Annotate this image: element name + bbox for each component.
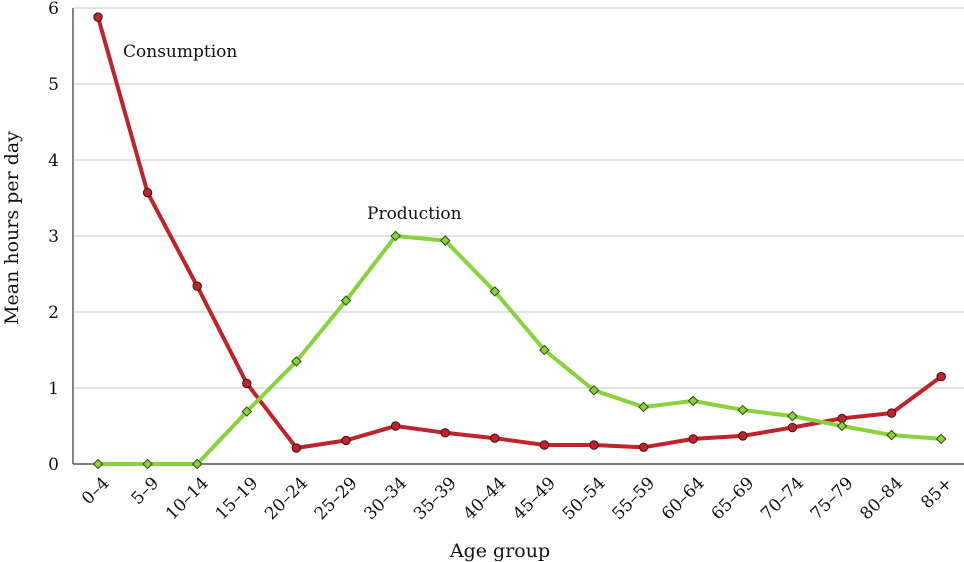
- y-tick-label: 1: [48, 379, 59, 399]
- production-point: [92, 458, 104, 470]
- production-line: [98, 234, 942, 466]
- production-point: [886, 429, 897, 441]
- production-annotation: Production: [367, 204, 462, 224]
- consumption-point: [291, 443, 302, 453]
- consumption-point: [490, 433, 500, 443]
- series: [92, 12, 947, 470]
- y-tick-label: 0: [48, 455, 59, 475]
- consumption-point: [539, 440, 550, 450]
- x-tick-label: 15–19: [212, 473, 263, 524]
- series-production: [92, 230, 947, 470]
- x-tick-labels: 0–4 5–910–1415–1920–2425–2930–3435–3940–4…: [78, 473, 957, 524]
- x-tick-label: 30–34: [360, 473, 411, 524]
- production-point: [241, 406, 253, 417]
- x-tick-label: 65–69: [708, 473, 759, 524]
- x-tick-label: 35–39: [410, 473, 461, 524]
- x-tick-label: 20–24: [261, 473, 312, 524]
- production-point: [340, 295, 352, 306]
- production-point: [935, 433, 947, 445]
- production-point: [191, 458, 203, 470]
- production-point: [439, 235, 451, 246]
- consumption-point: [142, 187, 153, 198]
- x-tick-label: 60–64: [658, 473, 709, 524]
- x-tick-label: 70–74: [757, 473, 808, 524]
- x-tick-label: 75–79: [807, 473, 858, 524]
- series-annotations: Consumption Production: [123, 42, 462, 224]
- x-tick-label: 45–49: [509, 473, 560, 524]
- production-point: [638, 401, 649, 413]
- consumption-point: [936, 371, 946, 382]
- production-point: [390, 230, 401, 242]
- production-point: [291, 356, 302, 367]
- consumption-annotation: Consumption: [123, 42, 237, 62]
- consumption-point: [192, 281, 202, 291]
- consumption-point: [440, 428, 450, 438]
- production-point: [687, 395, 699, 407]
- production-point: [737, 404, 749, 416]
- x-tick-label: 80–84: [856, 473, 907, 524]
- consumption-point: [390, 421, 401, 431]
- consumption-point: [93, 12, 103, 22]
- production-point: [489, 286, 501, 297]
- x-tick-label: 0–4: [78, 473, 113, 508]
- consumption-point: [688, 434, 698, 444]
- production-point: [836, 420, 848, 432]
- consumption-point: [886, 408, 897, 418]
- consumption-point: [589, 440, 599, 450]
- axes: [72, 8, 964, 465]
- x-tick-label: 40–44: [460, 473, 511, 524]
- y-tick-label: 2: [48, 303, 59, 323]
- production-point: [539, 344, 550, 356]
- x-tick-label: 50–54: [559, 473, 610, 524]
- y-tick-label: 5: [48, 75, 59, 95]
- y-tick-label: 6: [48, 0, 59, 19]
- consumption-point: [341, 435, 351, 446]
- y-tick-label: 3: [48, 227, 59, 247]
- consumption-point: [638, 442, 649, 452]
- production-point: [588, 384, 600, 396]
- y-tick-labels: 0 1 2 3 4 5 6: [48, 0, 59, 475]
- x-tick-label: 85+: [917, 473, 957, 513]
- x-axis-title: Age group: [449, 540, 550, 562]
- consumption-point: [242, 378, 252, 389]
- consumption-point: [738, 431, 748, 441]
- x-tick-label: 25–29: [311, 473, 362, 524]
- series-consumption: [93, 12, 946, 453]
- x-tick-label: 5–9: [128, 473, 163, 508]
- production-point: [142, 458, 153, 470]
- consumption-point: [787, 422, 798, 433]
- x-tick-label: 10–14: [162, 473, 213, 524]
- y-axis-title: Mean hours per day: [1, 131, 23, 325]
- consumption-line: [96, 16, 943, 450]
- production-point: [787, 410, 798, 422]
- gridlines: [73, 7, 964, 389]
- x-tick-label: 55–59: [608, 473, 659, 524]
- y-tick-label: 4: [48, 151, 59, 171]
